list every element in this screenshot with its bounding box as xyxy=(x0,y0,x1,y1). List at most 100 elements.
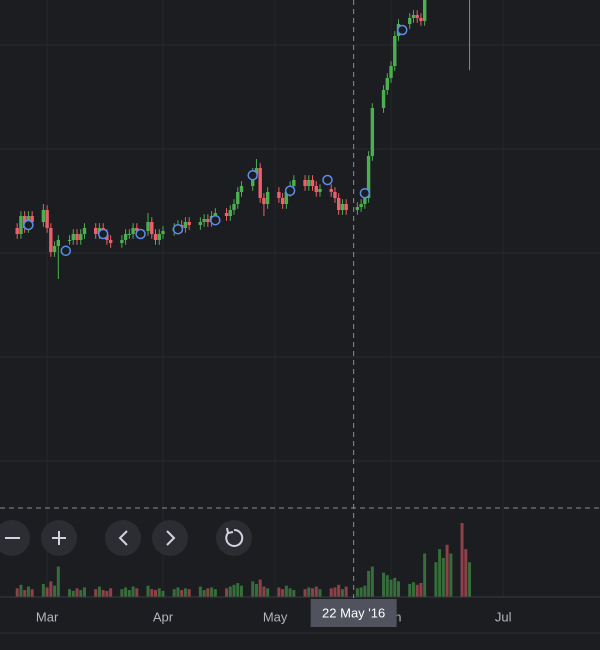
candle-body xyxy=(370,108,375,156)
volume-bar xyxy=(251,581,255,597)
volume-bar xyxy=(157,588,161,597)
volume-bar xyxy=(71,590,75,597)
event-marker xyxy=(23,219,34,231)
candle-body xyxy=(75,234,79,240)
candle-body xyxy=(366,156,371,198)
volume-bar xyxy=(258,579,262,597)
volume-bar xyxy=(281,589,285,597)
candle-body xyxy=(198,222,203,225)
volume-bar xyxy=(23,590,27,597)
volume-bar xyxy=(367,570,371,597)
candle-body xyxy=(415,15,419,18)
volume-bar xyxy=(202,590,206,597)
candle-body xyxy=(228,210,232,216)
volume-bar xyxy=(232,584,236,597)
volume-bar xyxy=(284,585,288,597)
candle-body xyxy=(254,168,259,174)
volume-bar xyxy=(225,588,229,597)
candle-body xyxy=(224,213,229,216)
volume-bar xyxy=(382,572,386,597)
volume-bar xyxy=(94,589,98,597)
volume-bar xyxy=(146,585,150,597)
candle-body xyxy=(262,198,266,204)
candle-body xyxy=(280,198,285,204)
volume-bar xyxy=(355,588,359,597)
candle-body xyxy=(15,228,19,234)
x-tick-label: Apr xyxy=(153,609,174,624)
volume-bar xyxy=(359,587,363,597)
candle-body xyxy=(19,216,23,234)
candle-body xyxy=(344,204,348,210)
candle-body xyxy=(232,204,236,210)
candle-body xyxy=(284,192,289,204)
event-marker xyxy=(322,174,333,186)
candle-body xyxy=(239,186,244,192)
candle-body xyxy=(363,198,367,204)
volume-bar xyxy=(19,584,23,597)
volume-bar xyxy=(438,549,442,597)
candle-body xyxy=(131,228,135,234)
candle-body xyxy=(123,234,128,240)
volume-bar xyxy=(340,589,344,597)
candle-body xyxy=(161,231,165,234)
volume-bar xyxy=(172,589,176,597)
event-marker xyxy=(210,214,221,226)
candle-body xyxy=(393,36,397,66)
candle-body xyxy=(419,18,423,21)
volume-bar xyxy=(135,588,139,597)
volume-bar xyxy=(176,587,180,597)
event-marker xyxy=(247,169,258,181)
event-marker xyxy=(97,228,109,240)
candle-body xyxy=(183,222,188,228)
candle-body xyxy=(30,216,34,222)
volume-bar xyxy=(180,590,184,597)
candle-body xyxy=(150,222,154,234)
candle-body xyxy=(381,90,386,108)
scroll-left-button[interactable] xyxy=(105,520,141,556)
volume-bar xyxy=(419,583,423,597)
volume-bar xyxy=(131,586,135,597)
candle-body xyxy=(258,168,262,198)
volume-bar xyxy=(150,589,154,597)
candle-body xyxy=(329,189,333,192)
candle-body xyxy=(310,180,315,186)
volume-bar xyxy=(15,588,19,597)
candle-body xyxy=(307,180,311,186)
volume-bar xyxy=(206,588,210,597)
candle-body xyxy=(71,234,75,240)
volume-bar xyxy=(292,590,296,597)
candle-body xyxy=(336,198,341,210)
x-tick-label: Mar xyxy=(36,609,59,624)
scroll-right-button[interactable] xyxy=(152,520,188,556)
volume-bar xyxy=(262,586,266,597)
volume-bar xyxy=(333,587,337,597)
reset-button[interactable] xyxy=(216,520,252,556)
volume-bar xyxy=(434,562,438,597)
candle-body xyxy=(108,240,113,243)
zoom-in-button[interactable] xyxy=(41,520,77,556)
volume-bar xyxy=(460,523,464,597)
candle-body xyxy=(56,240,61,246)
volume-bar xyxy=(105,590,109,597)
volume-bar xyxy=(187,589,191,597)
volume-bar xyxy=(303,589,307,597)
volume-bar xyxy=(154,590,158,597)
zoom-out-button[interactable] xyxy=(0,520,30,556)
volume-bar xyxy=(397,581,401,597)
volume-bar xyxy=(468,562,472,597)
candle-body xyxy=(153,234,158,240)
volume-bar xyxy=(183,588,187,597)
candle-body xyxy=(135,228,139,231)
candle-body xyxy=(318,189,322,192)
event-marker xyxy=(359,187,371,199)
candle-body xyxy=(157,234,161,240)
volume-bar xyxy=(254,583,258,597)
volume-bar xyxy=(441,557,445,597)
volume-bar xyxy=(411,582,415,597)
volume-bar xyxy=(161,590,165,597)
volume-bar xyxy=(79,590,83,597)
volume-bar xyxy=(127,590,131,597)
candle-body xyxy=(422,0,427,21)
